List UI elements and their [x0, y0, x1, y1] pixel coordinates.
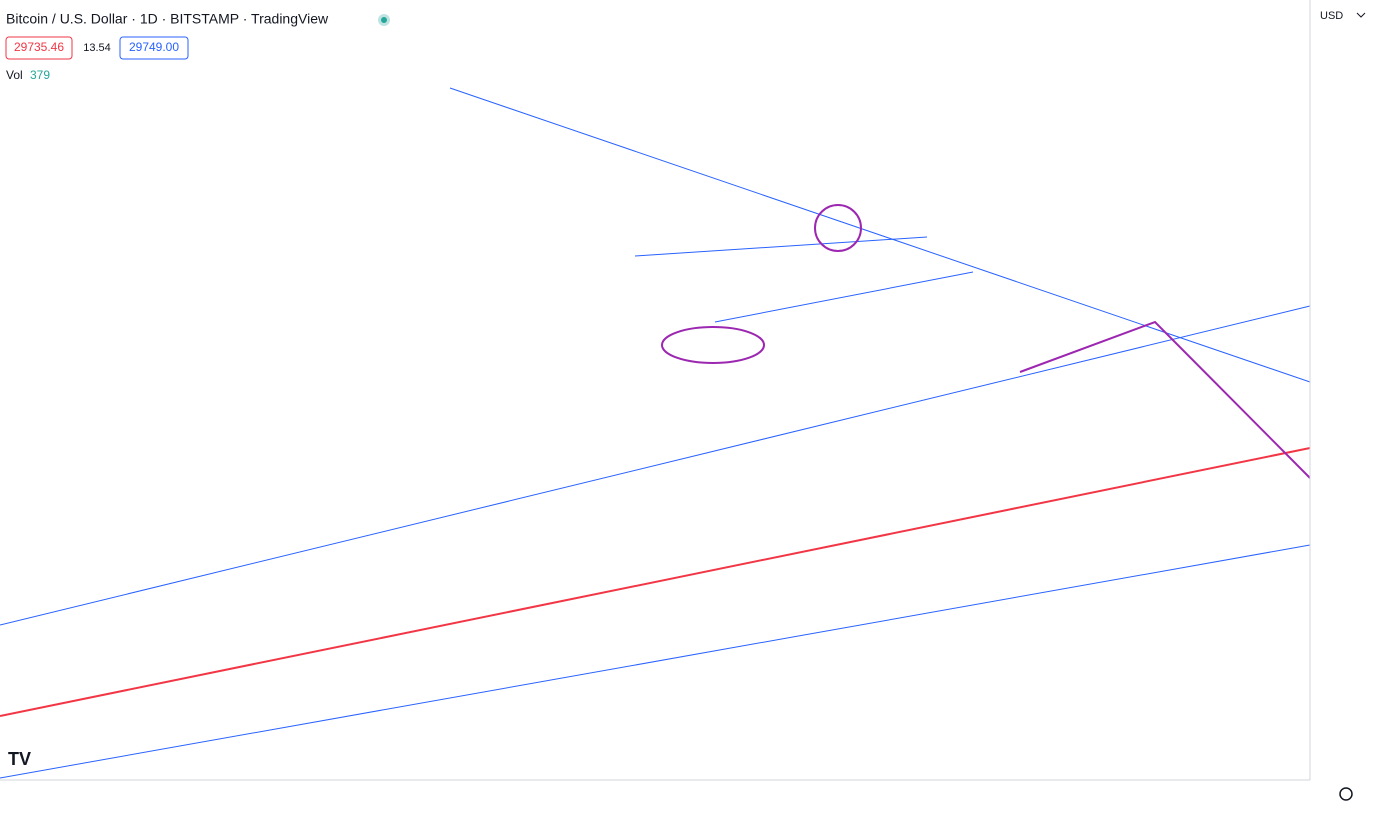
price-axis — [1310, 0, 1382, 811]
circle — [814, 204, 862, 252]
settings-icon[interactable] — [1339, 787, 1353, 801]
title: Bitcoin / U.S. Dollar · 1D · BITSTAMP · … — [6, 11, 329, 27]
buy-box[interactable] — [119, 36, 189, 60]
trend-line — [0, 544, 1311, 779]
tv-logo[interactable]: TV — [8, 749, 31, 769]
currency[interactable]: USD — [1320, 10, 1343, 22]
trend-line — [0, 305, 1311, 626]
currency-dropdown[interactable] — [1356, 12, 1366, 18]
trend-line — [634, 236, 928, 257]
projection-path — [1019, 320, 1311, 479]
ask[interactable]: 29749.00 — [129, 40, 179, 54]
spread: 13.54 — [83, 42, 111, 54]
sell-box[interactable] — [5, 36, 73, 60]
trend-line — [0, 447, 1311, 717]
ellipse — [661, 326, 765, 364]
bid[interactable]: 29735.46 — [14, 40, 64, 54]
volume-label: Vol — [6, 68, 23, 82]
status-dot — [381, 17, 387, 23]
trend-line — [714, 271, 974, 323]
volume-value: 379 — [30, 68, 50, 82]
drawings — [0, 87, 1311, 779]
